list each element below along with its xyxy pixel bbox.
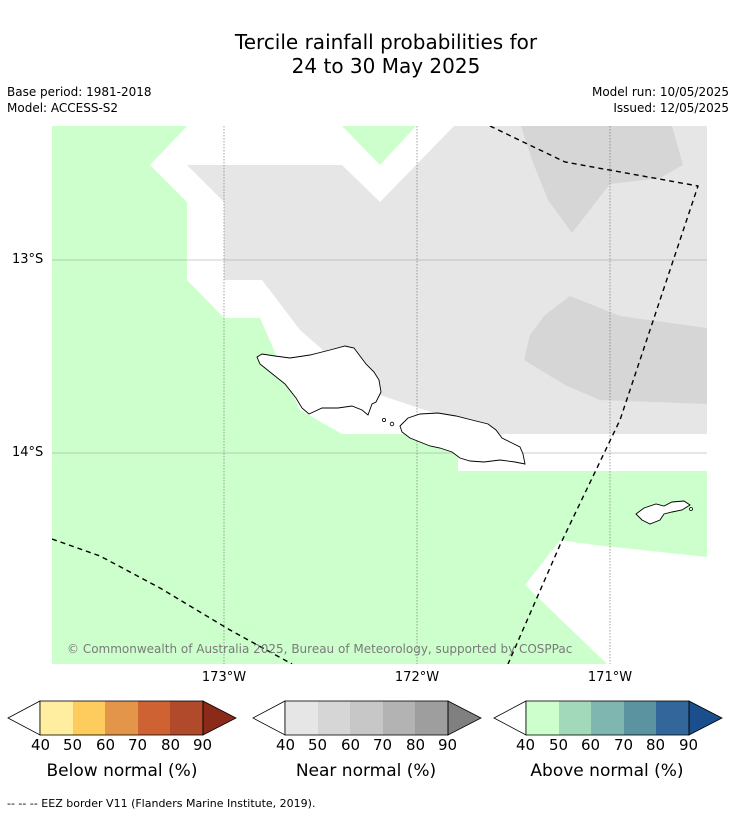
grid-lines	[52, 126, 707, 664]
base-period: Base period: 1981-2018	[7, 85, 152, 99]
copyright-notice: © Commonwealth of Australia 2025, Bureau…	[67, 642, 573, 656]
lon-label-172w: 172°W	[394, 670, 440, 685]
colorbar-above	[493, 700, 723, 736]
savaii-island	[256, 345, 382, 416]
near-normal-title: Near normal (%)	[295, 761, 437, 781]
tick: 70	[373, 736, 393, 754]
tick: 50	[549, 736, 569, 754]
meta-right: Model run: 10/05/2025 Issued: 12/05/2025	[592, 84, 729, 116]
tick: 90	[679, 736, 699, 754]
lat-label-13s: 13°S	[12, 252, 44, 267]
tick: 40	[516, 736, 536, 754]
model-name: Model: ACCESS-S2	[7, 101, 119, 115]
near-normal-50-region-north	[521, 126, 683, 233]
colorbar-near	[252, 700, 482, 736]
title-line-2: 24 to 30 May 2025	[291, 54, 481, 78]
tick: 60	[581, 736, 601, 754]
tick: 60	[341, 736, 361, 754]
lon-label-171w: 171°W	[587, 670, 633, 685]
tick: 70	[128, 736, 148, 754]
above-normal-title: Above normal (%)	[530, 761, 684, 781]
tick: 50	[63, 736, 83, 754]
tick: 40	[31, 736, 51, 754]
apolima-island	[389, 421, 395, 427]
title-line-1: Tercile rainfall probabilities for	[234, 30, 538, 54]
model-run: Model run: 10/05/2025	[591, 85, 729, 99]
tick: 90	[193, 736, 213, 754]
colorbar-below	[7, 700, 237, 736]
above-normal-region-west	[52, 126, 707, 664]
below-normal-title: Below normal (%)	[46, 761, 198, 781]
manono-island	[381, 417, 386, 422]
map-title: Tercile rainfall probabilities for 24 to…	[0, 30, 736, 78]
eez-border	[52, 126, 699, 664]
tick: 40	[276, 736, 296, 754]
issued-date: Issued: 12/05/2025	[613, 101, 729, 115]
upolu-island	[399, 412, 526, 465]
tick: 80	[406, 736, 426, 754]
tick: 80	[646, 736, 666, 754]
tick: 50	[308, 736, 328, 754]
above-normal-region-north	[342, 126, 416, 165]
near-normal-50-region-south	[524, 296, 707, 404]
tick: 80	[161, 736, 181, 754]
tick: 60	[96, 736, 116, 754]
tick: 70	[614, 736, 634, 754]
tutuila-island	[635, 500, 691, 525]
aunuu-island	[689, 507, 693, 511]
lon-label-173w: 173°W	[201, 670, 247, 685]
lat-label-14s: 14°S	[12, 445, 44, 460]
tick: 90	[438, 736, 458, 754]
eez-footnote: -- -- -- EEZ border V11 (Flanders Marine…	[7, 797, 316, 810]
meta-left: Base period: 1981-2018 Model: ACCESS-S2	[7, 84, 152, 116]
